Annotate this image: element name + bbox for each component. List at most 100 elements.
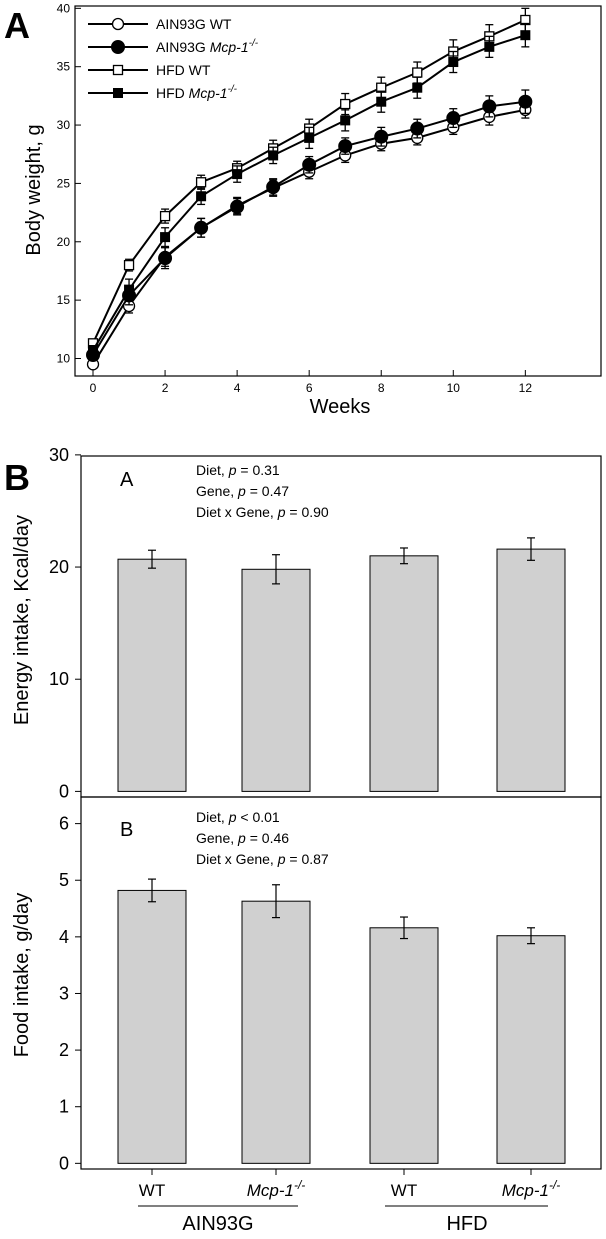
data-point xyxy=(196,191,207,202)
legend-marker xyxy=(111,17,125,31)
y-tick-label: 15 xyxy=(57,293,71,307)
data-point xyxy=(340,98,351,110)
series-3 xyxy=(88,22,531,356)
y-tick-label: 25 xyxy=(57,176,71,190)
data-point xyxy=(123,259,135,271)
data-point xyxy=(266,179,281,194)
legend-item: HFD WT xyxy=(88,62,211,78)
stat-label: Diet, xyxy=(196,462,229,478)
stat-line: Diet, p = 0.31 xyxy=(196,462,280,478)
legend: AIN93G WT AIN93G Mcp-1-/- HFD WT HFD Mcp-1-… xyxy=(88,16,259,101)
stat-operator: = xyxy=(236,462,252,478)
data-point xyxy=(230,199,245,214)
energy-bars xyxy=(117,537,566,792)
category-text: Mcp-1 xyxy=(247,1181,294,1200)
stat-operator: < xyxy=(236,809,252,825)
stat-operator: = xyxy=(286,504,302,520)
data-point xyxy=(412,67,423,78)
y-tick-label: 10 xyxy=(57,351,71,365)
panel-letter-a: A xyxy=(4,5,30,46)
stat-value: 0.46 xyxy=(262,830,289,846)
data-point xyxy=(302,157,317,172)
data-point xyxy=(304,132,315,143)
group-label-ain93g: AIN93G xyxy=(182,1213,253,1235)
data-point xyxy=(412,82,423,93)
category-superscript: -/- xyxy=(294,1178,305,1192)
stat-label: Gene, xyxy=(196,483,238,499)
stat-label: Gene, xyxy=(196,830,238,846)
legend-item: HFD Mcp-1-/- xyxy=(88,84,238,101)
legend-suffix: Mcp-1 xyxy=(210,39,249,55)
y-tick-label: 3 xyxy=(59,983,69,1003)
y-tick-label: 4 xyxy=(59,927,69,947)
x-tick-label: 2 xyxy=(162,381,169,395)
bar xyxy=(117,558,187,792)
bar xyxy=(241,900,311,1164)
stat-line: Diet, p < 0.01 xyxy=(196,809,280,825)
stat-p-symbol: p xyxy=(228,809,237,825)
energy-y-ticks: 0 10 20 30 xyxy=(49,445,81,801)
line-y-ticks: 10 15 20 25 30 35 40 xyxy=(57,1,81,365)
legend-label: HFD WT xyxy=(156,62,211,78)
data-point xyxy=(194,220,209,235)
x-tick-label: 6 xyxy=(306,381,313,395)
category-label: Mcp-1-/- xyxy=(502,1178,561,1200)
panel-letter-b: B xyxy=(4,457,30,498)
x-tick-label: 10 xyxy=(447,381,461,395)
stat-value: 0.47 xyxy=(262,483,289,499)
legend-suffix: WT xyxy=(210,16,232,32)
y-tick-label: 30 xyxy=(57,118,71,132)
data-point xyxy=(160,232,171,243)
legend-marker xyxy=(113,88,123,98)
energy-y-axis-title: Energy intake, Kcal/day xyxy=(11,515,33,725)
bar xyxy=(496,935,566,1164)
bar xyxy=(369,927,439,1164)
y-tick-label: 0 xyxy=(59,781,69,801)
legend-label: AIN93G Mcp-1-/- xyxy=(156,38,259,55)
line-x-axis-title: Weeks xyxy=(310,396,371,418)
data-point xyxy=(484,41,495,52)
legend-item: AIN93G Mcp-1-/- xyxy=(88,38,259,55)
legend-marker xyxy=(112,64,124,76)
panel-b: B A Diet, p = 0.31 Gene, p = 0.47 Diet x G… xyxy=(4,445,602,1235)
y-tick-label: 20 xyxy=(57,235,71,249)
data-point xyxy=(88,345,99,356)
stat-label: Diet, xyxy=(196,809,229,825)
data-point xyxy=(518,94,533,109)
stat-operator: = xyxy=(286,851,302,867)
food-y-axis-title: Food intake, g/day xyxy=(11,893,33,1058)
y-tick-label: 30 xyxy=(49,445,69,465)
stat-value: 0.87 xyxy=(301,851,328,867)
category-text: WT xyxy=(139,1181,165,1200)
category-label: WT xyxy=(139,1181,165,1200)
data-point xyxy=(195,177,207,188)
data-point xyxy=(520,30,531,41)
x-tick-label: 4 xyxy=(234,381,241,395)
legend-marker xyxy=(111,40,125,54)
y-tick-label: 10 xyxy=(49,669,69,689)
y-tick-label: 2 xyxy=(59,1040,69,1060)
stat-operator: = xyxy=(246,830,262,846)
stat-line: Gene, p = 0.46 xyxy=(196,830,289,846)
data-point xyxy=(124,284,135,295)
food-stats: Diet, p < 0.01 Gene, p = 0.46 Diet x Gene,… xyxy=(196,809,329,867)
stat-p-symbol: p xyxy=(237,483,246,499)
stat-value: 0.31 xyxy=(252,462,279,478)
stat-p-symbol: p xyxy=(277,851,286,867)
series-line xyxy=(92,34,526,351)
data-point xyxy=(159,210,171,222)
stat-line: Diet x Gene, p = 0.87 xyxy=(196,851,329,867)
x-tick-label: 0 xyxy=(90,381,97,395)
stat-p-symbol: p xyxy=(237,830,246,846)
stat-value: 0.90 xyxy=(301,504,328,520)
stat-line: Gene, p = 0.47 xyxy=(196,483,289,499)
legend-label: HFD Mcp-1-/- xyxy=(156,84,238,101)
data-point xyxy=(376,96,387,107)
data-point xyxy=(446,111,461,126)
data-point xyxy=(232,169,243,180)
y-tick-label: 35 xyxy=(57,60,71,74)
data-point xyxy=(482,99,497,114)
legend-label: AIN93G WT xyxy=(156,16,232,32)
